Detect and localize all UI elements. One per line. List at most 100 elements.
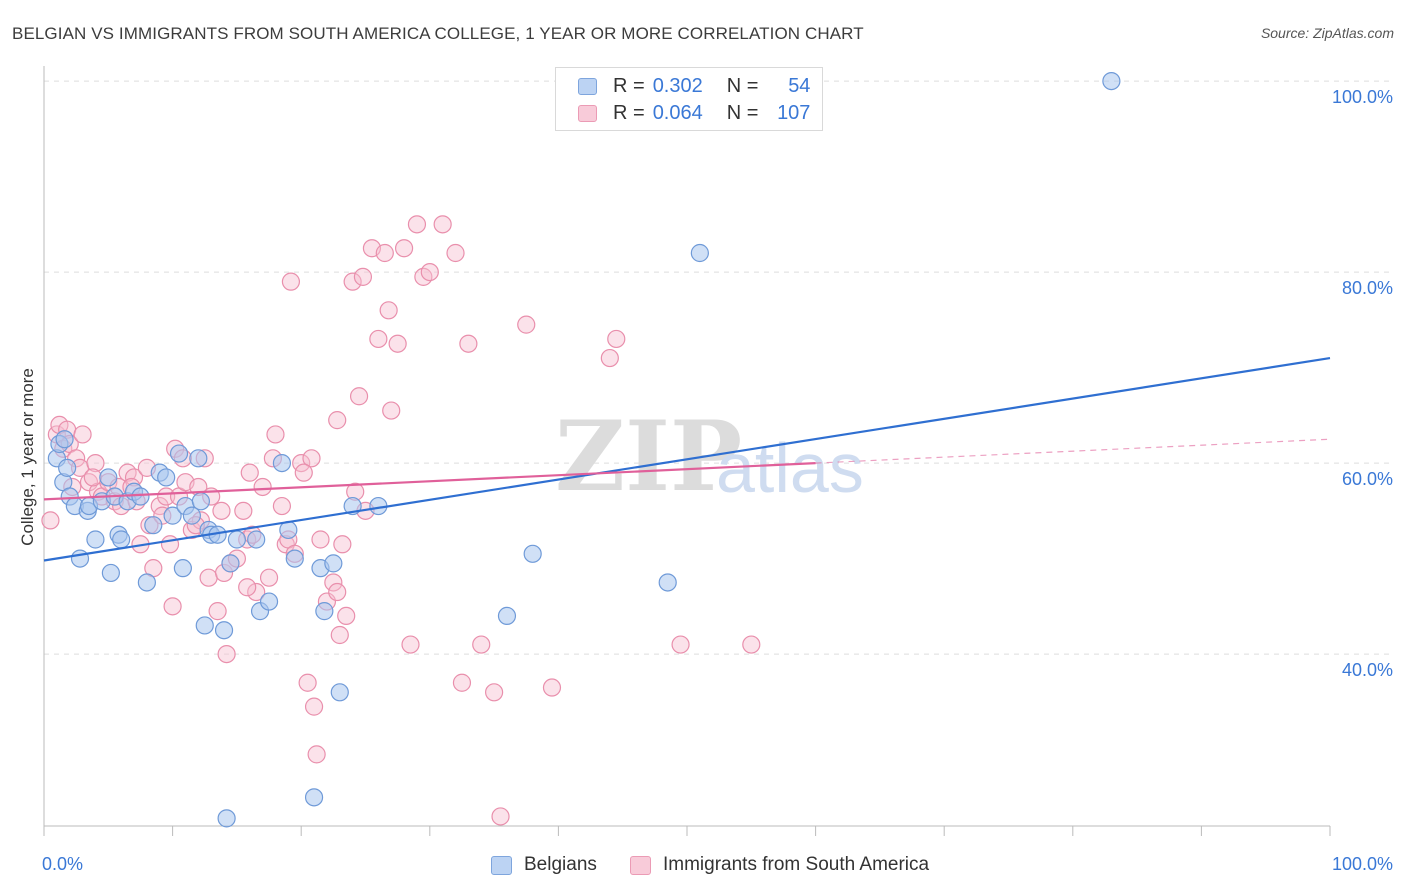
point-immigrants (375, 243, 394, 263)
point-belgians (221, 554, 240, 573)
chart-source: Source: ZipAtlas.com (1260, 25, 1394, 41)
point-immigrants (517, 315, 536, 334)
point-belgians (189, 449, 208, 468)
point-belgians (157, 468, 176, 487)
point-immigrants (349, 387, 369, 406)
point-immigrants (446, 243, 465, 263)
point-belgians (55, 430, 74, 449)
point-belgians (658, 573, 677, 592)
legend-r-label: R = (613, 74, 645, 97)
point-immigrants (600, 348, 619, 368)
point-immigrants (307, 745, 326, 764)
point-belgians (70, 549, 90, 568)
legend-row-immigrants: R = 0.064 N = 107 (578, 101, 810, 125)
point-immigrants (420, 263, 439, 282)
point-immigrants (247, 582, 266, 602)
point-immigrants (272, 496, 292, 516)
point-immigrants (298, 673, 317, 692)
point-immigrants (253, 477, 272, 497)
trendline-belgians (43, 356, 1331, 562)
point-immigrants (401, 635, 420, 654)
point-belgians (272, 454, 292, 473)
point-immigrants (73, 425, 92, 444)
bottom-legend-label-immigrants: Immigrants from South America (663, 854, 930, 875)
bottom-legend-immigrants: Immigrants from South America (630, 852, 929, 878)
point-belgians (169, 444, 189, 463)
point-belgians (497, 606, 517, 626)
point-belgians (247, 530, 266, 549)
legend-n-value: 54 (788, 74, 811, 97)
watermark-atlas: atlas (716, 429, 864, 507)
legend-n-value: 107 (777, 101, 811, 124)
point-belgians (131, 487, 150, 506)
point-belgians (86, 530, 105, 549)
point-belgians (523, 544, 542, 563)
point-immigrants (379, 301, 398, 320)
point-immigrants (163, 597, 182, 616)
y-tick-label: 60.0% (1342, 469, 1393, 489)
point-belgians (195, 616, 214, 635)
legend-row-belgians: R = 0.302 N = 54 (578, 74, 810, 98)
point-immigrants (328, 411, 347, 430)
point-immigrants (452, 673, 472, 692)
point-immigrants (259, 568, 279, 587)
bottom-legend-swatch-pink (630, 855, 651, 875)
point-immigrants (343, 272, 362, 291)
legend-n-label: N = (726, 101, 759, 124)
point-immigrants (485, 683, 504, 702)
point-immigrants (294, 463, 313, 482)
point-belgians (214, 621, 234, 640)
point-immigrants (266, 425, 285, 444)
point-immigrants (491, 807, 510, 826)
point-belgians (99, 468, 118, 487)
point-belgians (217, 809, 236, 828)
point-immigrants (333, 535, 352, 554)
x-tick-label-min: 0.0% (42, 854, 83, 874)
point-belgians (330, 683, 349, 702)
point-immigrants (199, 568, 218, 587)
point-belgians (304, 788, 324, 807)
grid-lines (44, 80, 1392, 655)
trendline-immigrants-extension (815, 438, 1331, 464)
bottom-legend-belgians: Belgians (491, 852, 597, 878)
point-immigrants (407, 215, 427, 234)
point-immigrants (459, 334, 478, 353)
bottom-legend-swatch-blue (491, 855, 512, 875)
point-belgians (1102, 71, 1121, 91)
legend-r-value: 0.064 (652, 101, 703, 124)
x-tick-label-max: 100.0% (1332, 854, 1393, 874)
point-immigrants (382, 401, 401, 420)
point-belgians (58, 458, 77, 477)
point-belgians (101, 563, 120, 583)
point-immigrants (607, 329, 626, 349)
legend-r-value: 0.302 (652, 74, 703, 97)
y-axis-label: College, 1 year or more (18, 368, 37, 546)
legend-r-label: R = (613, 101, 645, 124)
point-immigrants (542, 678, 562, 697)
point-immigrants (212, 501, 231, 520)
trendline-immigrants (43, 462, 816, 501)
point-belgians (227, 530, 246, 549)
point-belgians (259, 592, 279, 611)
point-immigrants (234, 501, 253, 520)
point-immigrants (41, 511, 60, 530)
point-belgians (324, 554, 343, 573)
point-immigrants (337, 606, 356, 626)
point-immigrants (330, 625, 349, 645)
point-immigrants (311, 530, 330, 549)
point-belgians (144, 516, 163, 535)
legend-swatch-blue (578, 77, 597, 95)
point-immigrants (157, 487, 176, 506)
point-belgians (182, 506, 201, 525)
point-belgians (191, 492, 210, 511)
trendlines (43, 356, 1331, 562)
y-tick-label: 100.0% (1332, 87, 1393, 107)
stats-legend: R = 0.302 N = 54 R = 0.064 N = 107 (555, 67, 823, 131)
chart-title: BELGIAN VS IMMIGRANTS FROM SOUTH AMERICA… (12, 24, 864, 43)
watermark-zip: ZIP (555, 400, 742, 513)
y-tick-label: 80.0% (1342, 278, 1393, 298)
point-belgians (315, 602, 334, 621)
point-immigrants (240, 463, 259, 482)
point-belgians (137, 573, 156, 592)
point-belgians (173, 559, 192, 578)
